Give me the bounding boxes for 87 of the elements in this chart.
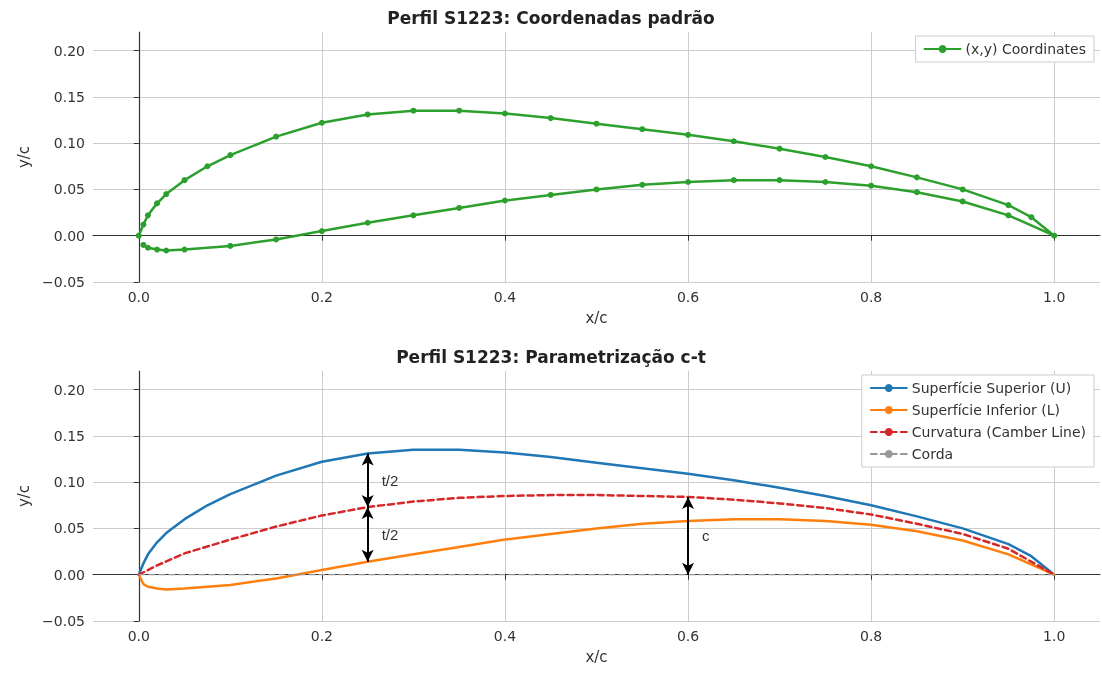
point: [364, 219, 371, 226]
point: [685, 131, 692, 138]
legend-label: Superfície Superior (U): [911, 380, 1072, 396]
legend-label: Superfície Inferior (L): [911, 402, 1060, 418]
point: [1005, 202, 1012, 209]
point: [822, 179, 829, 185]
y-tick-label: 0.00: [53, 566, 85, 583]
point: [154, 200, 161, 207]
point: [1028, 214, 1035, 221]
point: [273, 133, 280, 140]
point: [730, 138, 737, 145]
x-tick-label: 1.0: [1043, 628, 1066, 644]
y-tick-label: −0.05: [42, 613, 85, 629]
point: [547, 115, 554, 122]
point: [181, 246, 188, 253]
point: [730, 177, 737, 184]
y-tick-label: 0.20: [53, 42, 85, 59]
legend-label: (x,y) Coordinates: [965, 41, 1086, 57]
point: [501, 110, 508, 117]
point: [163, 247, 170, 254]
x-tick-label: 0.2: [310, 628, 333, 644]
x-tick-label: 0.8: [860, 289, 883, 305]
point: [868, 182, 875, 189]
point: [913, 174, 920, 181]
annotation: c: [702, 527, 711, 545]
point: [144, 244, 151, 251]
x-tick-label: 0.4: [493, 289, 517, 305]
point: [639, 126, 646, 133]
annotation: t/2: [381, 525, 399, 543]
y-tick-label: 0.15: [53, 88, 85, 105]
point: [181, 177, 188, 184]
point: [456, 204, 463, 211]
point: [868, 163, 875, 170]
point: [959, 186, 966, 193]
x-tick-label: 0.2: [310, 289, 333, 305]
point: [685, 179, 692, 185]
x-tick-label: 0.0: [127, 289, 150, 305]
x-tick-label: 0.6: [676, 628, 700, 644]
x-axis-title: x/c: [585, 647, 608, 666]
y-tick-label: 0.10: [53, 474, 85, 491]
legend-label: Corda: [911, 446, 954, 462]
line-series: [137, 493, 1056, 576]
point: [639, 181, 646, 188]
y-tick-label: 0.20: [53, 381, 85, 398]
chart-title: Perfil S1223: Coordenadas padrão: [387, 7, 715, 28]
x-axis-title: x/c: [585, 308, 608, 327]
x-tick-label: 0.8: [860, 628, 883, 644]
y-tick-label: −0.05: [42, 274, 85, 290]
point: [204, 163, 211, 170]
legend-label: Curvatura (Camber Line): [911, 424, 1086, 440]
line-series: [137, 517, 1056, 591]
y-tick-label: 0.00: [53, 227, 85, 244]
point: [913, 189, 920, 196]
y-tick-label: 0.10: [53, 135, 85, 152]
point: [410, 107, 417, 114]
point: [410, 212, 417, 219]
point: [273, 236, 280, 243]
y-tick-label: 0.05: [53, 181, 85, 198]
point: [318, 228, 325, 235]
point: [364, 111, 371, 118]
y-axis-title: y/c: [14, 145, 33, 169]
point: [456, 107, 463, 114]
annotation: t/2: [381, 471, 399, 489]
point: [547, 191, 554, 198]
point: [1005, 212, 1012, 219]
x-tick-label: 0.6: [676, 289, 700, 305]
point: [154, 246, 161, 253]
point: [227, 152, 234, 159]
chart-title: Perfil S1223: Parametrização c-t: [396, 346, 706, 367]
point: [140, 221, 147, 228]
point: [163, 191, 170, 198]
point: [776, 177, 783, 184]
point: [227, 242, 234, 249]
point: [501, 197, 508, 204]
point: [140, 241, 147, 248]
x-tick-label: 0.0: [127, 628, 150, 644]
point: [959, 198, 966, 205]
x-tick-label: 1.0: [1043, 289, 1066, 305]
point: [822, 154, 829, 160]
y-axis-title: y/c: [14, 484, 33, 508]
y-tick-label: 0.05: [53, 520, 85, 537]
point: [776, 145, 783, 152]
line-series: [137, 448, 1056, 576]
point: [144, 212, 151, 219]
y-tick-label: 0.15: [53, 427, 85, 444]
x-tick-label: 0.4: [493, 628, 517, 644]
point: [318, 119, 325, 126]
